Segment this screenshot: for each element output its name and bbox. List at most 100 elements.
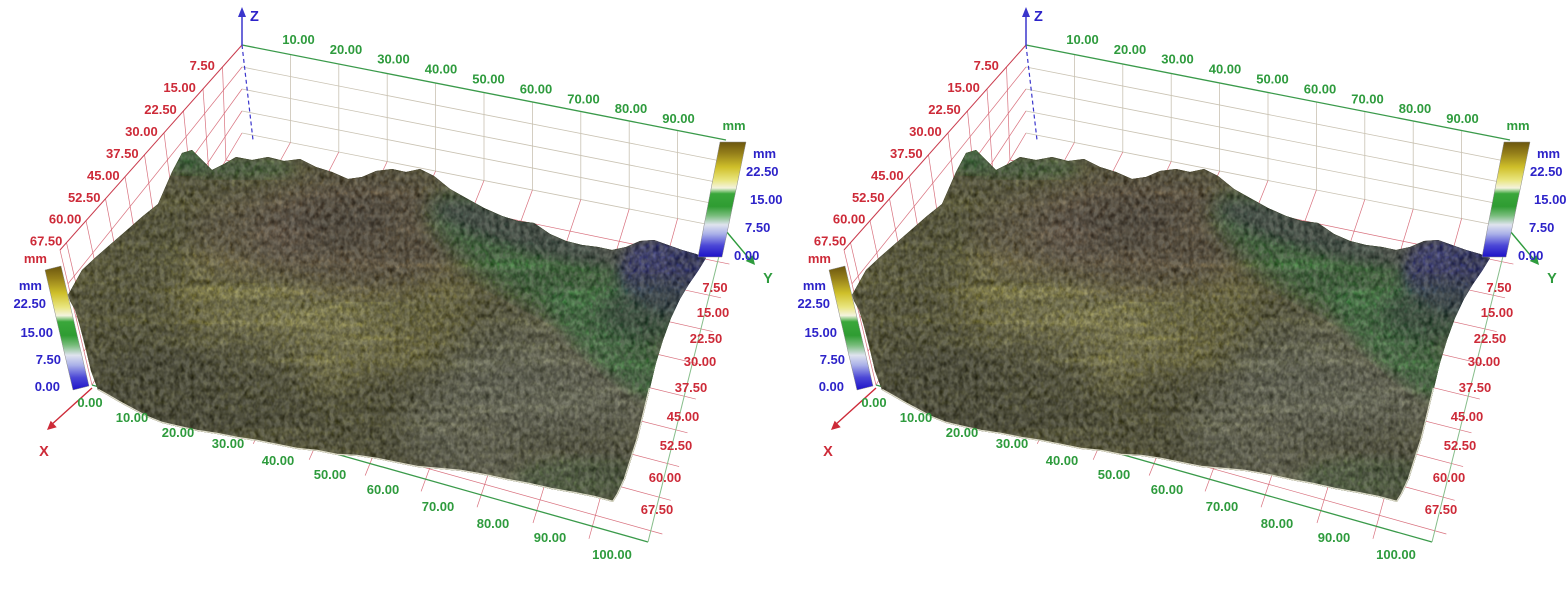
tick-label: 90.00 <box>534 530 567 545</box>
tick-label: 10.00 <box>282 32 315 47</box>
tick-label: 37.50 <box>1459 380 1492 395</box>
z-axis-label: Z <box>250 9 259 25</box>
colorbar-tick: 0.00 <box>734 248 759 263</box>
tick-label: 30.00 <box>1468 354 1501 369</box>
tick-label: 50.00 <box>1098 467 1131 482</box>
colorbar-unit: mm <box>753 146 776 161</box>
height-colorbar-right: mm 22.50 15.00 7.50 0.00 <box>1481 141 1567 263</box>
tick-label: 37.50 <box>890 146 923 161</box>
tick-label: 7.50 <box>702 280 727 295</box>
tick-label: 20.00 <box>162 425 195 440</box>
tick-label: 90.00 <box>1318 530 1351 545</box>
tick-label: 52.50 <box>660 438 693 453</box>
z-axis-label: Z <box>1034 9 1043 25</box>
tick-label: 70.00 <box>1206 499 1239 514</box>
x-arrowhead-icon <box>47 420 57 430</box>
tick-label: 40.00 <box>1046 453 1079 468</box>
x-axis-label: X <box>39 444 49 460</box>
x-axis: X <box>823 387 877 460</box>
x-arrowhead-icon <box>831 420 841 430</box>
tick-label: 52.50 <box>1444 438 1477 453</box>
colorbar-tick: 7.50 <box>745 220 770 235</box>
tick-label: 60.00 <box>49 212 82 227</box>
tick-label: 30.00 <box>909 124 942 139</box>
tick-label: 90.00 <box>662 111 695 126</box>
tick-label: 80.00 <box>615 101 648 116</box>
surface-plot-left: Z <box>0 0 784 602</box>
colorbar-tick: 15.00 <box>1534 192 1567 207</box>
y-axis-tick-labels-top: 10.00 20.00 30.00 40.00 50.00 60.00 70.00 80.00… <box>282 32 695 126</box>
colorbar-tick: 0.00 <box>819 379 844 394</box>
tick-label: 50.00 <box>314 467 347 482</box>
tick-label: 20.00 <box>946 425 979 440</box>
surface-plot-right: Z <box>784 0 1568 602</box>
tick-label: 45.00 <box>667 409 700 424</box>
x-axis-label: X <box>823 444 833 460</box>
colorbar-tick: 22.50 <box>797 296 830 311</box>
tick-label: 60.00 <box>1151 482 1184 497</box>
y-arrowhead-icon <box>1529 255 1539 265</box>
tick-label: 15.00 <box>1481 305 1514 320</box>
height-colorbar-right: mm 22.50 15.00 7.50 0.00 <box>697 141 783 263</box>
tick-label: 60.00 <box>1304 81 1337 96</box>
colorbar-unit: mm <box>803 278 826 293</box>
tick-label: 20.00 <box>1114 42 1147 57</box>
tick-label: 80.00 <box>477 516 510 531</box>
y-axis-unit: mm <box>722 118 745 133</box>
y-axis-unit: mm <box>1506 118 1529 133</box>
x-axis-unit: mm <box>24 251 47 266</box>
tick-label: 15.00 <box>697 305 730 320</box>
tick-label: 10.00 <box>116 410 149 425</box>
tick-label: 50.00 <box>472 72 505 87</box>
tick-label: 70.00 <box>1351 91 1384 106</box>
tick-label: 100.00 <box>592 547 632 562</box>
y-arrowhead-icon <box>745 255 755 265</box>
surface-3d-view[interactable]: Z <box>784 0 1568 602</box>
x-axis-unit: mm <box>808 251 831 266</box>
surface-3d-view[interactable]: Z <box>0 0 784 602</box>
tick-label: 0.00 <box>77 395 102 410</box>
colorbar-unit: mm <box>19 278 42 293</box>
height-colorbar-left: mm 22.50 15.00 7.50 0.00 <box>797 265 874 394</box>
x-axis: X <box>39 387 93 460</box>
tick-label: 67.50 <box>30 234 63 249</box>
tick-label: 60.00 <box>649 470 682 485</box>
x-axis-tick-labels-right: 7.50 15.00 22.50 30.00 37.50 45.00 52.50 60.00 6… <box>641 280 730 517</box>
z-arrowhead-icon <box>1022 7 1030 17</box>
tick-label: 7.50 <box>974 58 999 73</box>
colorbar-tick: 22.50 <box>13 296 46 311</box>
y-axis-label: Y <box>1547 271 1557 287</box>
tick-label: 22.50 <box>1474 331 1507 346</box>
tick-label: 22.50 <box>144 102 177 117</box>
x-axis-tick-labels-left: 7.50 15.00 22.50 30.00 37.50 45.00 52.50 60.00 6… <box>30 58 215 249</box>
tick-label: 52.50 <box>68 190 101 205</box>
tick-label: 45.00 <box>1451 409 1484 424</box>
height-colorbar-left: mm 22.50 15.00 7.50 0.00 <box>13 265 90 394</box>
y-axis-tick-labels-bottom: 0.00 10.00 20.00 30.00 40.00 50.00 60.00 70.00 8… <box>77 395 632 562</box>
colorbar-tick: 22.50 <box>746 164 779 179</box>
tick-label: 60.00 <box>833 212 866 227</box>
tick-label: 45.00 <box>87 168 120 183</box>
tick-label: 37.50 <box>675 380 708 395</box>
tick-label: 30.00 <box>1161 52 1194 67</box>
tick-label: 60.00 <box>367 482 400 497</box>
tick-label: 45.00 <box>871 168 904 183</box>
tick-label: 0.00 <box>861 395 886 410</box>
y-axis-tick-labels-bottom: 0.00 10.00 20.00 30.00 40.00 50.00 60.00 70.00 8… <box>861 395 1416 562</box>
tick-label: 30.00 <box>377 52 410 67</box>
tick-label: 20.00 <box>330 42 363 57</box>
tick-label: 30.00 <box>212 436 245 451</box>
tick-label: 70.00 <box>422 499 455 514</box>
tick-label: 7.50 <box>190 58 215 73</box>
tick-label: 30.00 <box>684 354 717 369</box>
tick-label: 52.50 <box>852 190 885 205</box>
y-axis: Y <box>1509 230 1557 287</box>
tick-label: 40.00 <box>262 453 295 468</box>
tick-label: 40.00 <box>425 62 458 77</box>
y-axis-label: Y <box>763 271 773 287</box>
tick-label: 37.50 <box>106 146 139 161</box>
tick-label: 15.00 <box>163 80 196 95</box>
colorbar-unit: mm <box>1537 146 1560 161</box>
tick-label: 67.50 <box>814 234 847 249</box>
y-axis: Y <box>725 230 773 287</box>
